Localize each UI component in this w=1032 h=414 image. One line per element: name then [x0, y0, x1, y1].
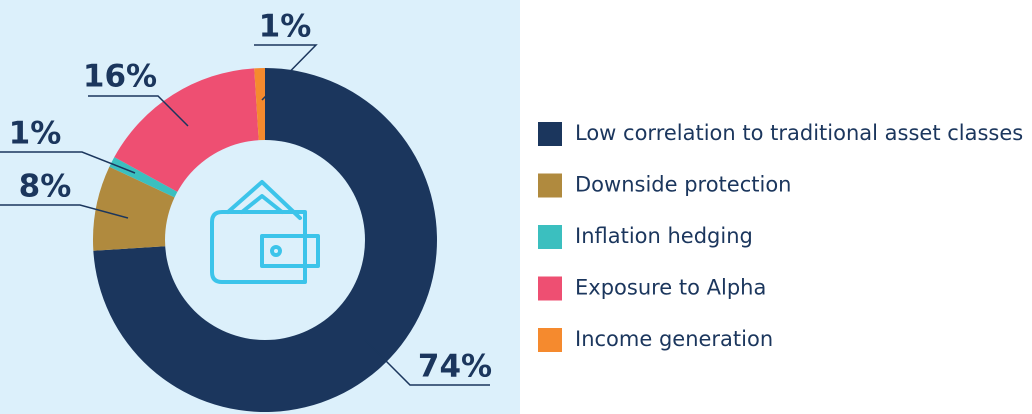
legend-swatch — [538, 173, 562, 198]
data-label: 8% — [19, 169, 72, 205]
legend-label: Inflation hedging — [575, 224, 753, 248]
legend-swatch — [538, 328, 562, 352]
legend-swatch — [538, 122, 562, 146]
legend-swatch — [538, 225, 562, 249]
page-background — [520, 0, 1032, 414]
data-label: 1% — [259, 9, 312, 45]
wallet-icon — [210, 180, 320, 284]
legend-label: Low correlation to traditional asset cla… — [575, 121, 1023, 145]
data-label: 1% — [9, 116, 62, 152]
legend-label: Income generation — [575, 327, 773, 351]
data-label: 74% — [418, 349, 492, 385]
data-label: 16% — [83, 59, 157, 95]
legend-label: Downside protection — [575, 173, 791, 197]
legend: Low correlation to traditional asset cla… — [538, 121, 1023, 352]
legend-swatch — [538, 276, 562, 301]
donut-hole — [165, 140, 365, 340]
leader-lines — [0, 44, 490, 386]
legend-label: Exposure to Alpha — [575, 276, 766, 300]
